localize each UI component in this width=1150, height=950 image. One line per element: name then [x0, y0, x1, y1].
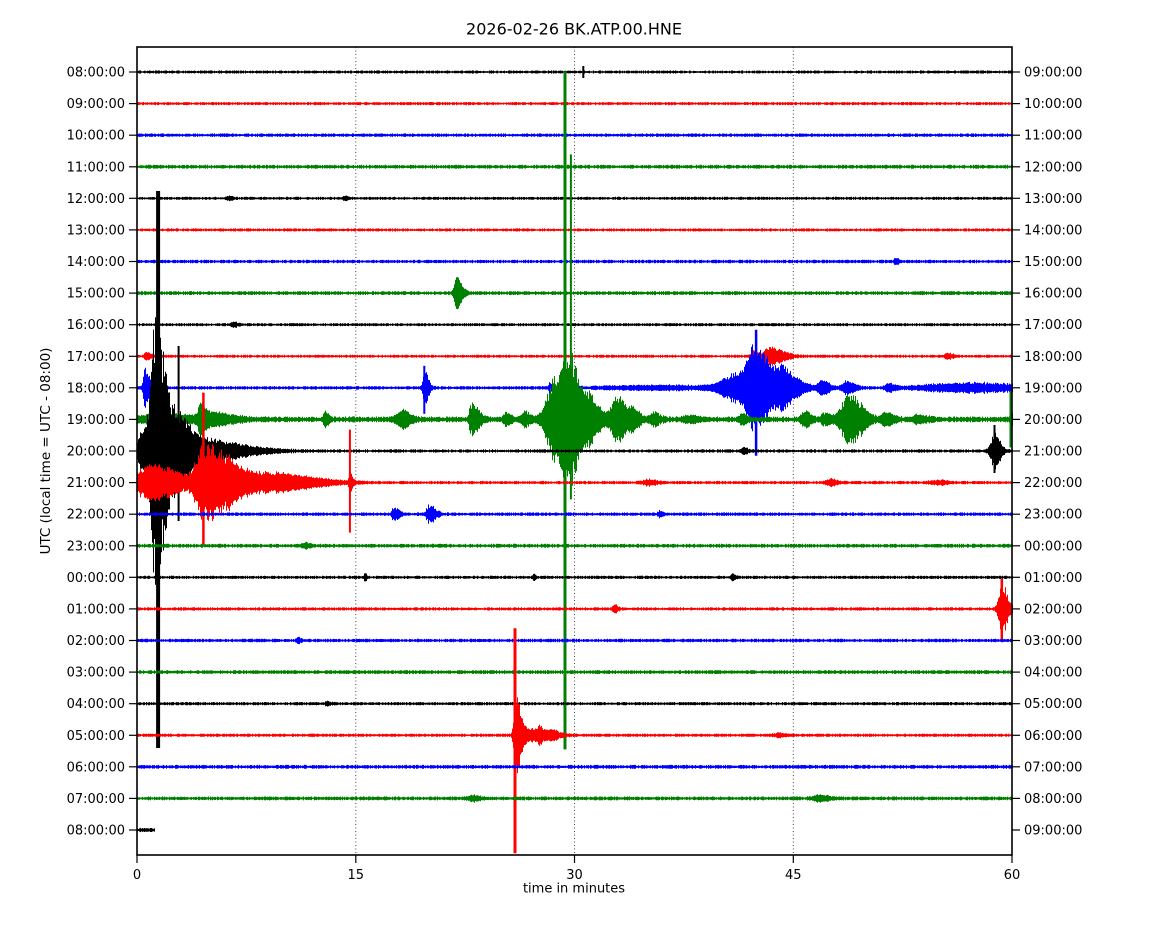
- right-time-label: 16:00:00: [1024, 287, 1082, 302]
- left-time-label: 02:00:00: [67, 634, 125, 649]
- left-time-label: 14:00:00: [67, 255, 125, 270]
- x-tick-label: 30: [566, 868, 583, 883]
- trace-10:00:00: [137, 133, 1013, 137]
- right-time-label: 18:00:00: [1024, 350, 1082, 365]
- page-title: 2026-02-26 BK.ATP.00.HNE: [466, 19, 682, 39]
- right-time-label: 19:00:00: [1024, 381, 1082, 396]
- left-time-label: 12:00:00: [67, 192, 125, 207]
- right-time-label: 12:00:00: [1024, 160, 1082, 175]
- left-time-label: 01:00:00: [67, 602, 125, 617]
- left-time-label: 07:00:00: [67, 792, 125, 807]
- left-time-label: 04:00:00: [67, 697, 125, 712]
- right-time-label: 08:00:00: [1024, 792, 1082, 807]
- trace-08:00:00: [137, 827, 155, 833]
- right-time-label: 13:00:00: [1024, 192, 1082, 207]
- left-time-label: 08:00:00: [67, 824, 125, 839]
- right-time-label: 06:00:00: [1024, 729, 1082, 744]
- trace-07:00:00: [137, 794, 1013, 803]
- left-time-label: 00:00:00: [67, 571, 125, 586]
- left-time-label: 13:00:00: [67, 223, 125, 238]
- left-time-label: 06:00:00: [67, 760, 125, 775]
- left-time-label: 16:00:00: [67, 318, 125, 333]
- x-tick-label: 60: [1004, 868, 1021, 883]
- trace-16:00:00: [137, 321, 1013, 328]
- trace-01:00:00: [137, 583, 1013, 635]
- left-time-label: 15:00:00: [67, 287, 125, 302]
- trace-11:00:00: [137, 164, 1013, 169]
- trace-02:00:00: [137, 636, 1013, 645]
- right-time-label: 07:00:00: [1024, 760, 1082, 775]
- right-time-label: 17:00:00: [1024, 318, 1082, 333]
- trace-20:00:00: [137, 312, 1013, 590]
- right-time-label: 14:00:00: [1024, 223, 1082, 238]
- left-time-label: 23:00:00: [67, 539, 125, 554]
- trace-00:00:00: [137, 573, 1013, 582]
- left-time-label: 19:00:00: [67, 413, 125, 428]
- x-tick-label: 0: [133, 868, 141, 883]
- trace-08:00:00: [137, 70, 1013, 74]
- x-tick-label: 45: [785, 868, 802, 883]
- left-time-label: 22:00:00: [67, 508, 125, 523]
- right-time-label: 09:00:00: [1024, 824, 1082, 839]
- right-time-label: 21:00:00: [1024, 445, 1082, 460]
- right-time-label: 01:00:00: [1024, 571, 1082, 586]
- right-time-label: 04:00:00: [1024, 666, 1082, 681]
- right-time-label: 10:00:00: [1024, 97, 1082, 112]
- left-time-label: 18:00:00: [67, 381, 125, 396]
- trace-14:00:00: [137, 258, 1013, 265]
- trace-06:00:00: [137, 764, 1013, 769]
- right-time-label: 00:00:00: [1024, 539, 1082, 554]
- trace-23:00:00: [137, 541, 1013, 550]
- trace-13:00:00: [137, 228, 1013, 232]
- left-time-label: 11:00:00: [67, 160, 125, 175]
- trace-15:00:00: [137, 277, 1013, 310]
- x-tick-label: 15: [348, 868, 365, 883]
- trace-05:00:00: [137, 697, 1013, 774]
- right-time-label: 15:00:00: [1024, 255, 1082, 270]
- right-time-label: 02:00:00: [1024, 602, 1082, 617]
- trace-04:00:00: [137, 700, 1013, 707]
- left-time-label: 17:00:00: [67, 350, 125, 365]
- left-time-label: 05:00:00: [67, 729, 125, 744]
- trace-09:00:00: [137, 102, 1013, 106]
- trace-03:00:00: [137, 670, 1013, 675]
- right-time-label: 03:00:00: [1024, 634, 1082, 649]
- x-axis-label: time in minutes: [522, 881, 626, 897]
- right-time-label: 22:00:00: [1024, 476, 1082, 491]
- right-time-label: 20:00:00: [1024, 413, 1082, 428]
- left-time-label: 10:00:00: [67, 129, 125, 144]
- right-time-label: 09:00:00: [1024, 66, 1082, 81]
- trace-19:00:00: [137, 345, 1013, 494]
- trace-12:00:00: [137, 195, 1013, 202]
- left-time-label: 09:00:00: [67, 97, 125, 112]
- right-time-label: 11:00:00: [1024, 129, 1082, 144]
- left-time-label: 08:00:00: [67, 66, 125, 81]
- left-time-label: 03:00:00: [67, 666, 125, 681]
- trace-17:00:00: [137, 346, 1013, 366]
- left-time-label: 21:00:00: [67, 476, 125, 491]
- trace-22:00:00: [137, 504, 1013, 524]
- right-time-label: 23:00:00: [1024, 508, 1082, 523]
- left-time-label: 20:00:00: [67, 445, 125, 460]
- y-axis-label: UTC (local time = UTC - 08:00): [38, 347, 54, 555]
- right-time-label: 05:00:00: [1024, 697, 1082, 712]
